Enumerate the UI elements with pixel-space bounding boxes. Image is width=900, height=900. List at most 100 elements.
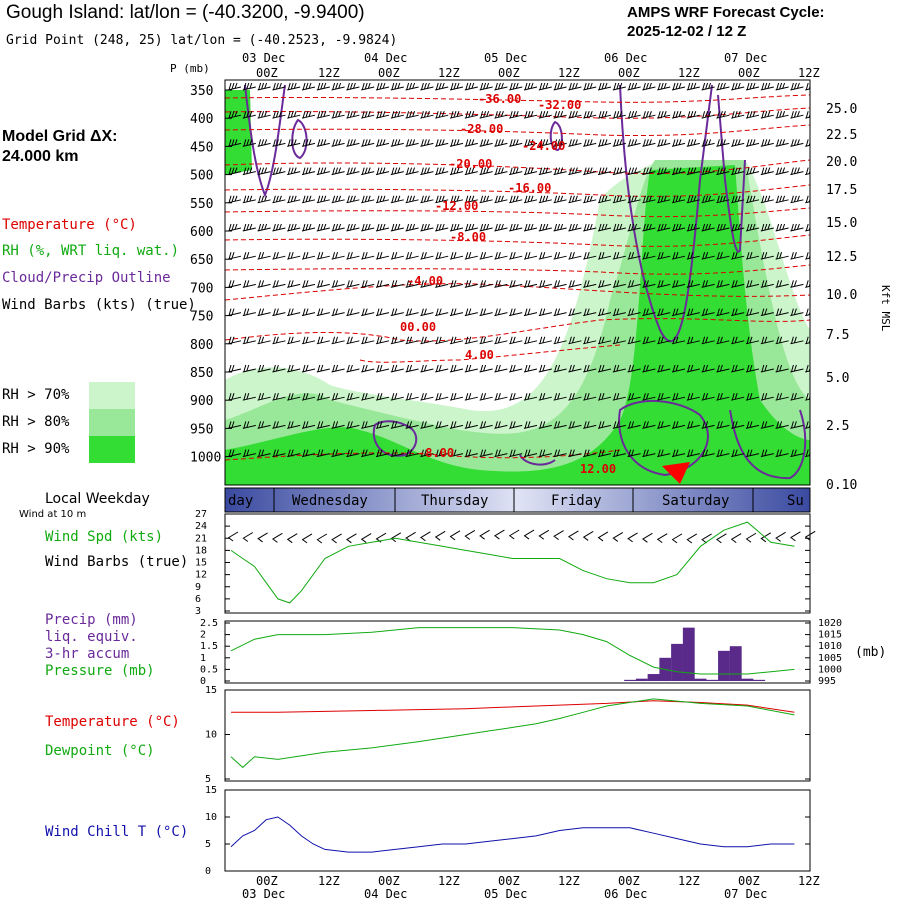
contour-label: -28.00: [460, 122, 503, 136]
wind-barb: [331, 336, 345, 345]
wind-barb: [583, 280, 597, 288]
wind-barb: [316, 139, 330, 147]
wind-barb: [731, 280, 745, 288]
wind-barb: [671, 280, 686, 288]
wind-barb: [301, 336, 316, 345]
wind-barb: [760, 364, 774, 373]
wind-barb: [479, 195, 493, 204]
wind-barb: [790, 111, 804, 119]
y-tick: 1.5: [200, 641, 218, 652]
wind-barb: [731, 195, 745, 204]
wind-barb: [405, 195, 419, 204]
top-hour-tick: 00Z: [618, 66, 640, 80]
wind-barb: [538, 449, 552, 458]
wind-barb: [553, 308, 567, 317]
wind-barb: [420, 167, 434, 176]
wind-barb: [390, 139, 404, 147]
wind-barb: [805, 111, 810, 119]
surface-wind-barb: [597, 531, 609, 542]
precip-bar: [624, 679, 637, 681]
height-tick: 12.5: [826, 250, 857, 265]
forecast-cycle: AMPS WRF Forecast Cycle: 2025-12-02 / 12…: [627, 3, 825, 41]
wind-barb: [775, 82, 789, 91]
wind-barb: [449, 223, 464, 232]
wind-barb: [597, 252, 612, 260]
wind-barb: [642, 308, 656, 317]
wind-barb: [612, 364, 626, 373]
wind-barb: [760, 449, 774, 458]
wind-barb: [361, 223, 375, 232]
wind-barb: [731, 167, 745, 176]
wind-barb: [361, 308, 375, 317]
model-grid-line2: 24.000 km: [2, 148, 79, 165]
wind-barb: [435, 195, 449, 204]
wind-barb: [287, 252, 301, 260]
wind-barb: [509, 280, 523, 288]
wind-barb: [553, 449, 567, 458]
y-tick: 10: [205, 730, 217, 741]
wind-barb: [479, 252, 493, 260]
wind-barb: [745, 252, 760, 260]
surface-wind-barb: [656, 533, 668, 544]
bottom-hour-tick: 00Z: [378, 874, 400, 888]
wind-barb: [671, 449, 686, 458]
wind-barb: [509, 364, 523, 373]
wind-barb: [716, 82, 730, 91]
wind-barb: [316, 421, 330, 429]
wind-barb: [361, 139, 375, 147]
wind-barb: [242, 336, 256, 345]
wind-barb: [642, 280, 656, 288]
wind-barb: [790, 223, 804, 232]
wind-barb: [375, 82, 390, 91]
wind-barb: [538, 195, 552, 204]
wind-barb: [287, 421, 301, 429]
wind-barb: [242, 364, 256, 373]
wind-barb: [760, 393, 774, 401]
precip-bar: [647, 674, 660, 681]
wind-barb: [627, 449, 641, 458]
wind-barb: [523, 393, 538, 401]
height-tick: 10.0: [826, 288, 857, 303]
wind-barb: [671, 308, 686, 317]
bottom-hour-tick: 12Z: [318, 874, 340, 888]
surface-wind-barb: [760, 532, 772, 543]
wind-barb: [479, 364, 493, 373]
wind-barb: [316, 336, 330, 345]
wind-barb: [405, 393, 419, 401]
wind-barb: [449, 421, 464, 429]
wind-barb: [375, 421, 390, 429]
wind-barb: [612, 336, 626, 345]
height-tick: 20.0: [826, 155, 857, 170]
wind-barb: [449, 111, 464, 119]
wind-barb: [760, 252, 774, 260]
surface-wind-barb: [582, 531, 594, 541]
wind-barb: [523, 336, 538, 345]
surface-wind-barb: [346, 533, 357, 544]
wind-barb: [435, 167, 449, 176]
wind-barb: [657, 111, 671, 119]
wind-barb: [272, 167, 286, 176]
wind-barb: [657, 223, 671, 232]
wind-barb: [627, 393, 641, 401]
wind-barb: [272, 421, 286, 429]
wind-barb: [760, 223, 774, 232]
bottom-hour-tick: 00Z: [738, 874, 760, 888]
height-tick: 5.0: [826, 371, 849, 386]
wind-barb: [686, 167, 700, 176]
temperature-label: Temperature (°C): [45, 714, 180, 730]
y-tick-right: 1010: [818, 641, 842, 652]
wind-barb: [301, 364, 316, 373]
wind-barb: [509, 308, 523, 317]
wind-barb: [316, 82, 330, 91]
wind-barb: [405, 421, 419, 429]
wind-barb: [257, 449, 271, 458]
wind-barb: [316, 280, 330, 288]
pressure-label: Pressure (mb): [45, 663, 155, 679]
wind-barb: [553, 421, 567, 429]
wind-barb: [331, 111, 345, 119]
wind-barb: [405, 252, 419, 260]
y-tick: 5: [205, 839, 211, 850]
wind-barb: [390, 111, 404, 119]
wind-barb: [805, 139, 810, 147]
precip-bar: [753, 679, 766, 681]
